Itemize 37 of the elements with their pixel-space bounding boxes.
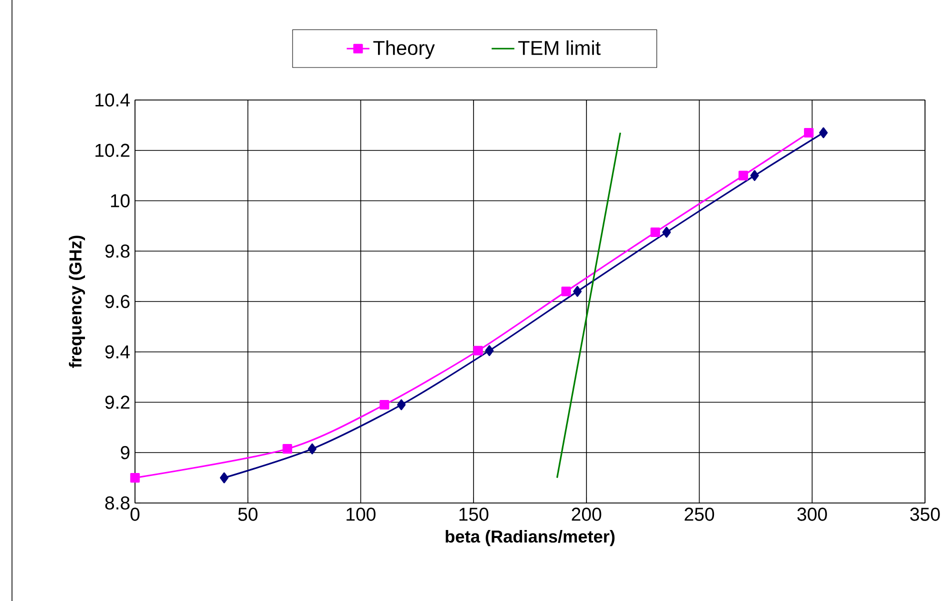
point: [282, 444, 292, 454]
point: [473, 346, 483, 356]
legend-label: Theory: [373, 40, 435, 59]
x-tick-label: 300: [797, 508, 827, 521]
point: [220, 472, 228, 484]
point: [308, 443, 316, 454]
x-tick-label: 350: [910, 508, 940, 521]
point: [397, 399, 406, 410]
point: [738, 170, 748, 180]
x-tick-label: 200: [572, 508, 602, 521]
point: [380, 400, 390, 410]
point: [750, 170, 759, 182]
y-tick-label: 8.8: [105, 496, 130, 510]
x-tick-label: 100: [346, 508, 376, 521]
y-tick-label: 10.2: [96, 144, 130, 157]
x-tick-label: 0: [130, 508, 140, 521]
legend-label: TEM limit: [518, 40, 601, 55]
point: [662, 226, 671, 238]
y-tick-label: 9.2: [105, 396, 130, 409]
point: [804, 128, 814, 138]
y-tick-label: 9.4: [105, 345, 130, 358]
y-tick-label: 10: [111, 194, 130, 208]
x-tick-label: 150: [459, 508, 488, 521]
point: [819, 127, 828, 138]
point: [485, 345, 494, 356]
point: [650, 227, 660, 238]
point: [573, 286, 582, 297]
point: [130, 473, 140, 483]
x-tick-label: 50: [238, 508, 258, 521]
x-axis-title: beta (Radians/meter): [446, 530, 615, 546]
point: [561, 286, 571, 296]
y-tick-label: 9: [120, 446, 130, 460]
y-tick-label: 9.6: [105, 294, 130, 308]
y-tick-label: 9.8: [105, 244, 130, 258]
x-tick-label: 250: [684, 508, 714, 521]
y-tick-label: 10.4: [96, 93, 130, 107]
y-axis-title: frequency (GHz): [68, 236, 85, 368]
